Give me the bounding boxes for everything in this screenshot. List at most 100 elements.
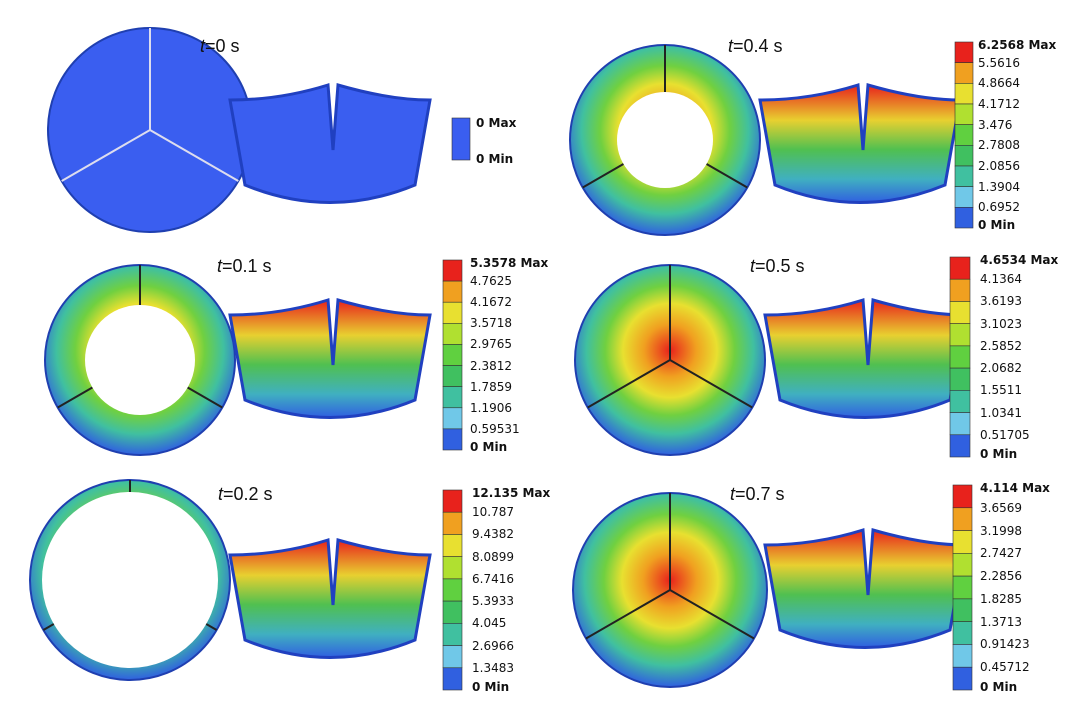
colorbar-label: 5.3933 [472,594,514,609]
colorbar-swatch [442,623,463,646]
colorbar-swatch [451,117,471,161]
colorbar-swatch [952,621,973,645]
colorbar-label: 2.6966 [472,638,514,653]
colorbar-label: 10.787 [472,505,514,520]
colorbar-label: 0.91423 [980,637,1030,652]
colorbar-label: 4.1364 [980,272,1022,287]
colorbar-label: 1.5511 [980,383,1022,398]
colorbar-label: 4.1712 [978,97,1020,111]
valve-side-view [228,83,432,204]
colorbar-swatch [954,186,974,208]
panel-title: t=0.1 s [217,256,272,276]
colorbar-swatch [952,484,973,509]
leaflet-edge [587,359,671,409]
colorbar-label: 8.0899 [472,549,514,564]
valve-side-view [228,538,432,659]
colorbar-swatch [949,323,971,347]
colorbar-label: 3.6569 [980,500,1022,515]
colorbar-label: 2.2856 [980,569,1022,584]
colorbar-label: 1.3904 [978,179,1020,194]
colorbar-label: 0 Min [980,447,1018,461]
colorbar-swatch [949,278,971,302]
colorbar-swatch [949,345,971,369]
colorbar-label: 3.5718 [470,316,512,331]
colorbar-label: 2.3812 [470,358,512,373]
valve-side-view [228,298,432,419]
colorbar-swatch [442,428,463,451]
colorbar-swatch [442,407,463,430]
colorbar-label: 5.5616 [978,55,1020,70]
colorbar-swatch [954,41,974,63]
colorbar-swatch [442,386,463,409]
colorbar-swatch [954,165,974,187]
colorbar-label: 3.1998 [980,523,1022,538]
colorbar-swatch [954,83,974,105]
leaflet-edge [706,163,748,189]
colorbar-swatch [949,301,971,324]
colorbar-swatch [952,666,973,691]
colorbar-swatch [442,301,463,324]
colorbar-swatch [442,600,463,624]
colorbar-swatch [442,344,463,366]
colorbar-swatch [952,575,973,600]
valve-orifice [617,92,713,188]
colorbar-swatch [952,507,973,531]
colorbar-label: 0 Min [470,440,508,454]
colorbar-swatch [949,256,971,280]
colorbar-label: 3.6193 [980,294,1022,309]
colorbar-swatch [954,103,974,125]
colorbar-label: 2.7427 [980,546,1022,561]
valve-side-view [763,528,967,649]
colorbar-label: 2.0682 [980,361,1022,376]
colorbar-label: 6.2568 Max [978,38,1057,52]
colorbar-label: 0 Min [978,218,1016,232]
colorbar-swatch [952,644,973,668]
valve-orifice [85,305,195,415]
colorbar-swatch [954,145,974,167]
colorbar-swatch [442,365,463,387]
colorbar-label: 2.5852 [980,338,1022,353]
leaflet-edge [42,623,55,631]
colorbar-label: 2.0856 [978,159,1020,173]
colorbar-label: 5.3578 Max [470,256,549,270]
colorbar-label: 0.59531 [470,421,520,436]
colorbar-label: 4.114 Max [980,481,1050,495]
colorbar-label: 1.0341 [980,405,1022,420]
colorbar-swatch [954,124,974,146]
colorbar-label: 2.9765 [470,337,512,352]
colorbar-swatch [954,62,974,84]
colorbar-label: 0.6952 [978,200,1020,215]
colorbar-label: 1.3713 [980,614,1022,629]
colorbar-swatch [442,259,463,282]
colorbar-swatch [952,530,973,554]
leaflet-edge [187,386,223,409]
colorbar-swatch [442,511,463,535]
panel-title: t=0.2 s [218,484,273,504]
colorbar-swatch [442,556,463,580]
colorbar-label: 1.1906 [470,400,512,415]
colorbar-label: 0 Max [476,116,517,130]
valve-side-view [758,83,962,204]
colorbar-label: 1.7859 [470,379,512,394]
colorbar-swatch [949,434,971,458]
colorbar-label: 0 Min [476,152,514,166]
colorbar-swatch [442,645,463,669]
colorbar-label: 0 Min [980,680,1018,694]
leaflet-edge [669,589,755,640]
colorbar-label: 4.8664 [978,76,1020,91]
colorbar-swatch [442,280,463,303]
colorbar-swatch [442,667,463,691]
leaflet-edge [57,386,93,409]
leaflet-edge [61,129,151,182]
colorbar-swatch [954,207,974,229]
colorbar-label: 2.7808 [978,138,1020,153]
colorbar-label: 3.1023 [980,316,1022,331]
leaflet-edge [582,163,624,189]
colorbar-label: 0.51705 [980,427,1030,442]
colorbar-swatch [949,390,971,413]
panel-title: t=0 s [200,36,240,56]
colorbar-label: 0.45712 [980,660,1030,675]
colorbar-label: 6.7416 [472,571,514,586]
panel-title: t=0.4 s [728,36,783,56]
colorbar-swatch [442,534,463,557]
